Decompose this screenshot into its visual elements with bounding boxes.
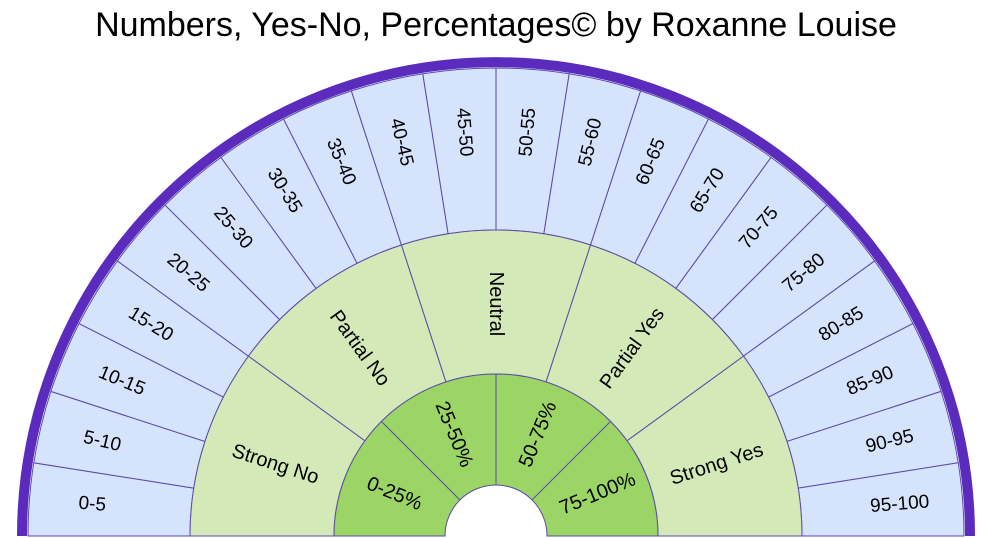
middle-segment-label: Neutral [485,272,507,336]
outer-segment-label: 50-55 [515,107,540,157]
outer-segment-label: 0-5 [78,493,107,516]
inner-segment-sector [495,373,612,501]
outer-segment-label: 45-50 [452,107,477,157]
middle-ring [189,229,803,537]
inner-segment-sector [531,420,659,537]
chart-title: Numbers, Yes-No, Percentages© by Roxanne… [95,6,897,44]
inner-ring [333,373,659,537]
outer-ring [27,67,965,537]
outer-rim [17,57,975,537]
outer-segment-label: 95-100 [869,491,930,517]
inner-segment-sector [333,420,461,537]
inner-segment-sector [380,373,497,501]
rim-arc [17,57,975,537]
